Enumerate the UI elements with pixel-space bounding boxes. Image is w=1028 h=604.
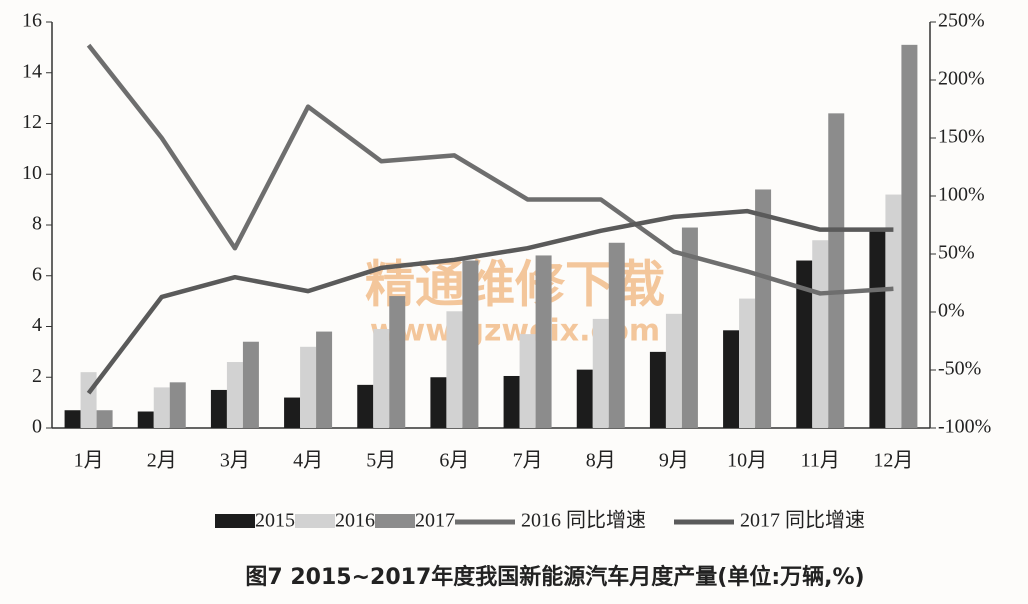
legend-label: 2016: [335, 510, 375, 532]
bar: [649, 351, 666, 428]
bar: [828, 113, 845, 428]
bar: [80, 372, 97, 428]
bar: [608, 242, 625, 428]
x-tick-label: 12月: [873, 450, 913, 472]
bar: [723, 330, 740, 428]
legend-label: 2015: [255, 510, 295, 532]
y2-tick-label: -100%: [938, 416, 991, 438]
x-tick-label: 11月: [801, 450, 840, 472]
line: [86, 208, 894, 395]
bar: [446, 311, 463, 428]
y2-tick-label: 0%: [938, 300, 965, 322]
y-tick-label: 8: [32, 213, 42, 235]
bar: [681, 227, 698, 428]
bar: [430, 377, 447, 428]
x-tick-label: 9月: [659, 450, 689, 472]
bar: [812, 240, 829, 428]
bar: [592, 318, 609, 428]
legend-label: 2017: [415, 510, 455, 532]
bar: [226, 362, 243, 428]
legend-label: 2016 同比增速: [521, 509, 646, 532]
y-tick-label: 12: [22, 111, 42, 133]
y2-tick-label: 50%: [938, 242, 975, 264]
bar: [242, 341, 259, 428]
bar: [755, 189, 772, 428]
bar: [796, 260, 813, 428]
bar: [210, 389, 227, 428]
x-tick-label: 4月: [293, 450, 323, 472]
x-tick-label: 8月: [586, 450, 616, 472]
x-tick-label: 6月: [439, 450, 469, 472]
x-tick-label: 3月: [220, 450, 250, 472]
bar: [153, 387, 170, 428]
bar: [357, 384, 374, 428]
bar: [885, 194, 902, 428]
bar: [300, 346, 317, 428]
line: [86, 43, 894, 296]
y-tick-label: 14: [22, 60, 42, 82]
bar: [169, 382, 186, 428]
y-tick-label: 2: [32, 365, 42, 387]
bar: [665, 313, 682, 428]
bar: [389, 296, 406, 428]
bar: [137, 411, 154, 428]
y-tick-label: 4: [32, 314, 42, 336]
bar: [462, 260, 479, 428]
bar: [96, 410, 113, 428]
x-tick-label: 7月: [513, 450, 543, 472]
chart-title: 图7 2015~2017年度我国新能源汽车月度产量(单位:万辆,%): [245, 564, 864, 590]
bar: [64, 410, 81, 428]
y2-tick-label: -50%: [938, 358, 981, 380]
bar: [869, 228, 886, 428]
bar: [503, 375, 520, 428]
bar: [739, 298, 756, 428]
y-tick-label: 16: [22, 10, 42, 32]
x-tick-label: 1月: [74, 450, 104, 472]
bar: [316, 331, 333, 428]
legend-swatch: [215, 514, 255, 528]
x-tick-label: 5月: [366, 450, 396, 472]
y-tick-label: 10: [22, 162, 42, 184]
y2-tick-label: 250%: [938, 10, 985, 32]
bar: [576, 369, 593, 428]
x-tick-label: 2月: [147, 450, 177, 472]
y-tick-label: 0: [32, 416, 42, 438]
legend-label: 2017 同比增速: [740, 509, 865, 532]
y-tick-label: 6: [32, 263, 42, 285]
bar: [901, 44, 918, 429]
bar: [535, 255, 552, 428]
bar: [373, 329, 390, 428]
x-tick-label: 10月: [727, 450, 767, 472]
y2-tick-label: 150%: [938, 126, 985, 148]
bar: [519, 334, 536, 428]
y2-tick-label: 100%: [938, 184, 985, 206]
y2-tick-label: 200%: [938, 68, 985, 90]
legend-swatch: [375, 514, 415, 528]
bar: [284, 397, 301, 428]
legend-swatch: [295, 514, 335, 528]
